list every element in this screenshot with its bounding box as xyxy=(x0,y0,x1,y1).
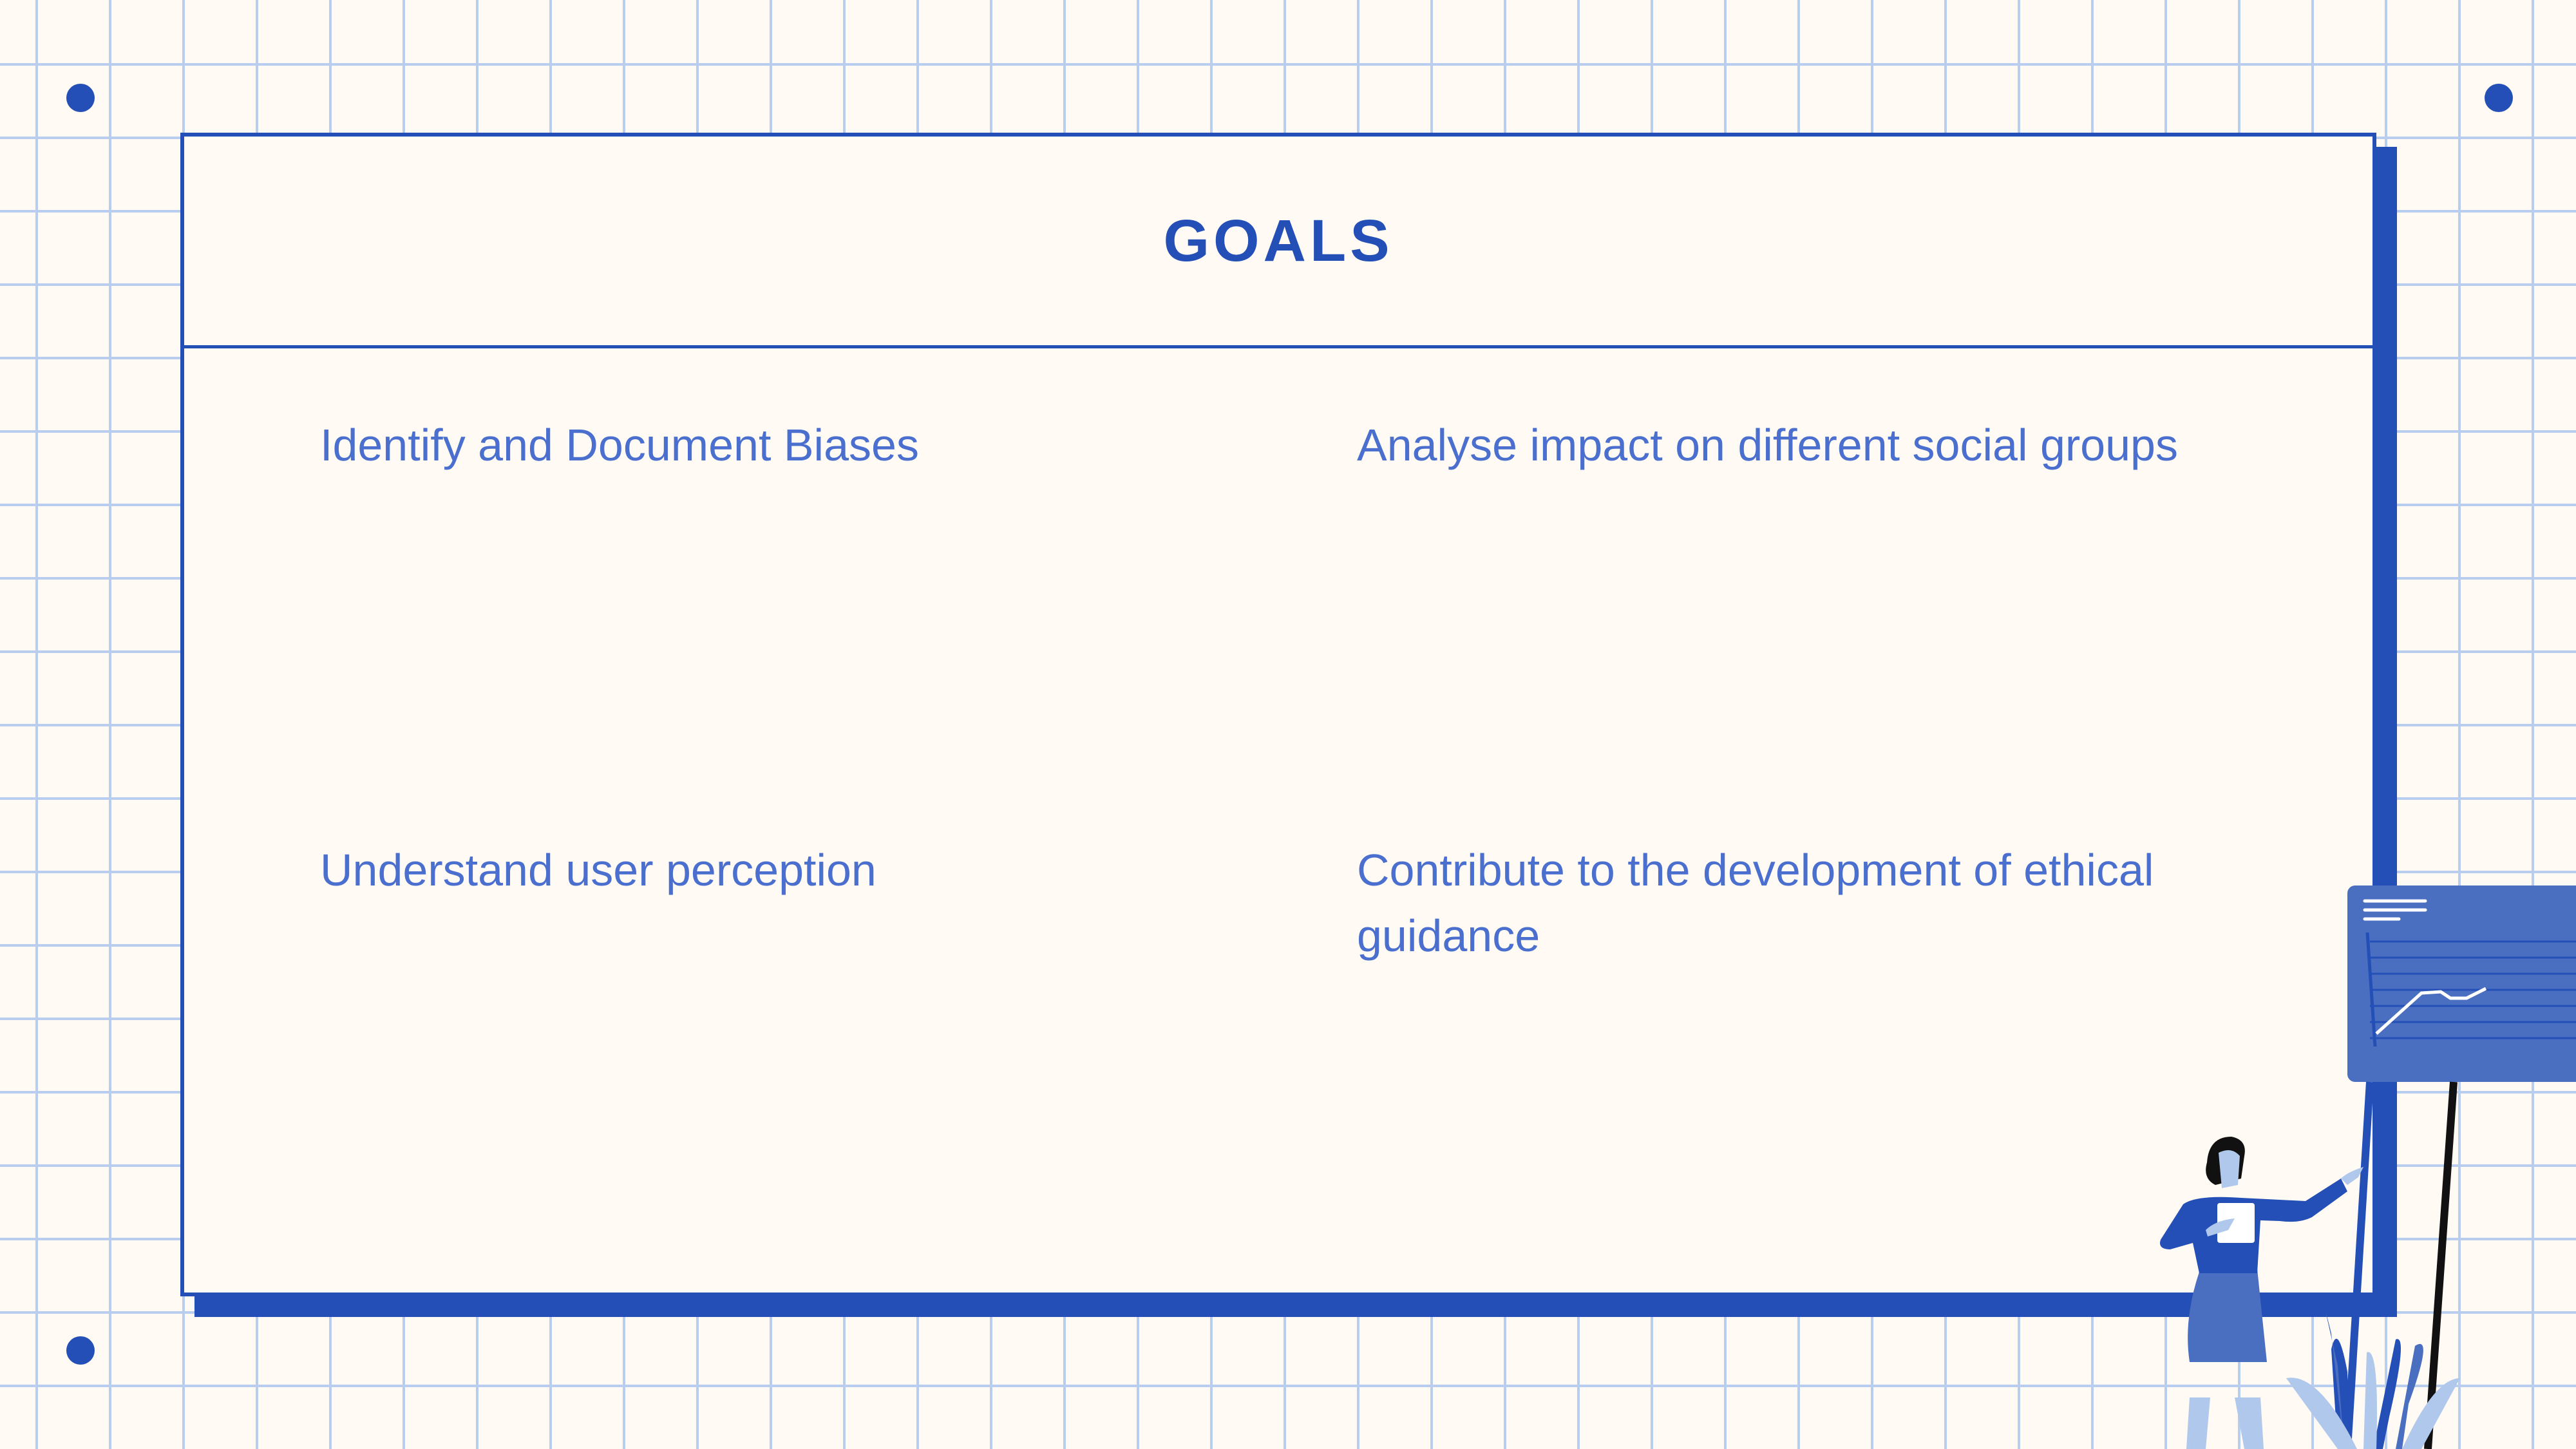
page-title: GOALS xyxy=(1163,207,1394,274)
decor-dot xyxy=(66,84,95,112)
presenter-illustration xyxy=(2160,886,2576,1449)
chart-board xyxy=(2347,886,2576,1082)
goal-item: Analyse impact on different social group… xyxy=(1357,420,2178,470)
goal-item: Identify and Document Biases xyxy=(320,420,919,470)
goals-card: GOALS xyxy=(180,133,2376,1296)
decor-dot xyxy=(2485,84,2513,112)
goal-item: Understand user perception xyxy=(320,845,876,895)
decor-dot xyxy=(66,1336,95,1365)
card-header: GOALS xyxy=(184,137,2372,348)
goal-item: Contribute to the development of ethical… xyxy=(1357,845,2154,961)
